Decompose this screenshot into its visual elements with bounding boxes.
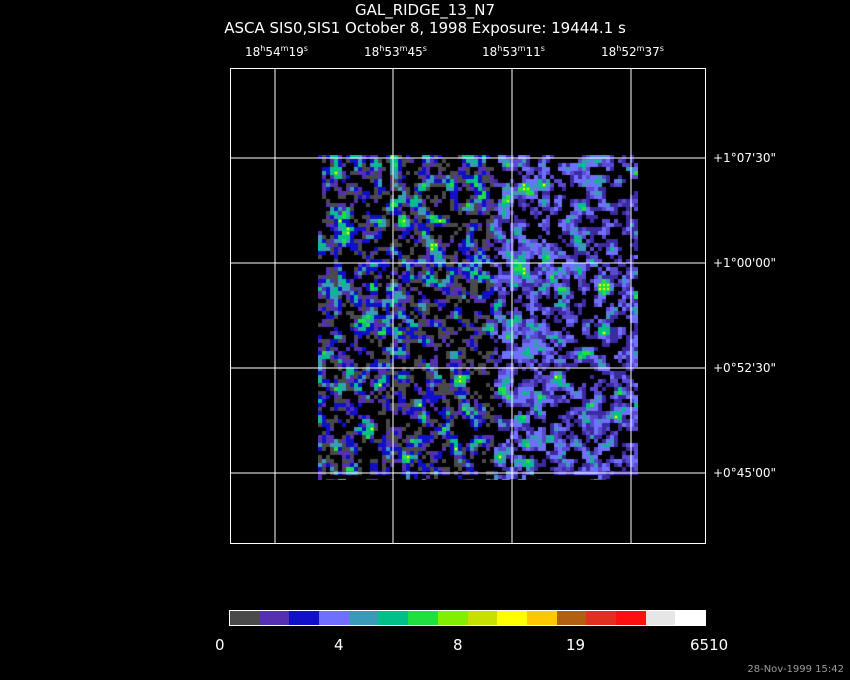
colorbar-segment xyxy=(408,611,438,625)
colorbar xyxy=(229,610,706,626)
timestamp: 28-Nov-1999 15:42 xyxy=(747,664,844,675)
colorbar-segment xyxy=(615,611,646,625)
colorbar-segment xyxy=(675,611,705,625)
colorbar-tick-label: 4 xyxy=(334,636,344,654)
ra-label-4: 18h52m37s xyxy=(601,44,664,59)
colorbar-segment xyxy=(378,611,409,625)
colorbar-segment xyxy=(526,611,557,625)
colorbar-segment xyxy=(259,611,290,625)
colorbar-segment xyxy=(586,611,616,625)
image-subtitle: ASCA SIS0,SIS1 October 8, 1998 Exposure:… xyxy=(224,19,626,37)
colorbar-tick-label: 6510 xyxy=(690,636,729,654)
colorbar-segment xyxy=(437,611,468,625)
plot-frame xyxy=(230,68,706,544)
colorbar-tick-label: 8 xyxy=(453,636,463,654)
dec-label-1: +1°07'30" xyxy=(713,151,777,165)
colorbar-segment xyxy=(497,611,527,625)
ra-label-2: 18h53m45s xyxy=(364,44,427,59)
colorbar-segment xyxy=(289,611,320,625)
colorbar-tick-label: 19 xyxy=(566,636,586,654)
colorbar-segment xyxy=(645,611,676,625)
dec-label-4: +0°45'00" xyxy=(713,466,777,480)
image-title: GAL_RIDGE_13_N7 xyxy=(354,1,496,19)
ra-label-3: 18h53m11s xyxy=(482,44,545,59)
dec-label-3: +0°52'30" xyxy=(713,361,777,375)
colorbar-segment xyxy=(556,611,587,625)
colorbar-segment xyxy=(348,611,379,625)
colorbar-segment xyxy=(319,611,349,625)
dec-label-2: +1°00'00" xyxy=(713,256,777,270)
colorbar-segment xyxy=(230,611,260,625)
colorbar-segment xyxy=(467,611,498,625)
colorbar-tick-label: 0 xyxy=(215,636,225,654)
ra-label-1: 18h54m19s xyxy=(245,44,308,59)
xray-intensity-map xyxy=(318,155,638,480)
